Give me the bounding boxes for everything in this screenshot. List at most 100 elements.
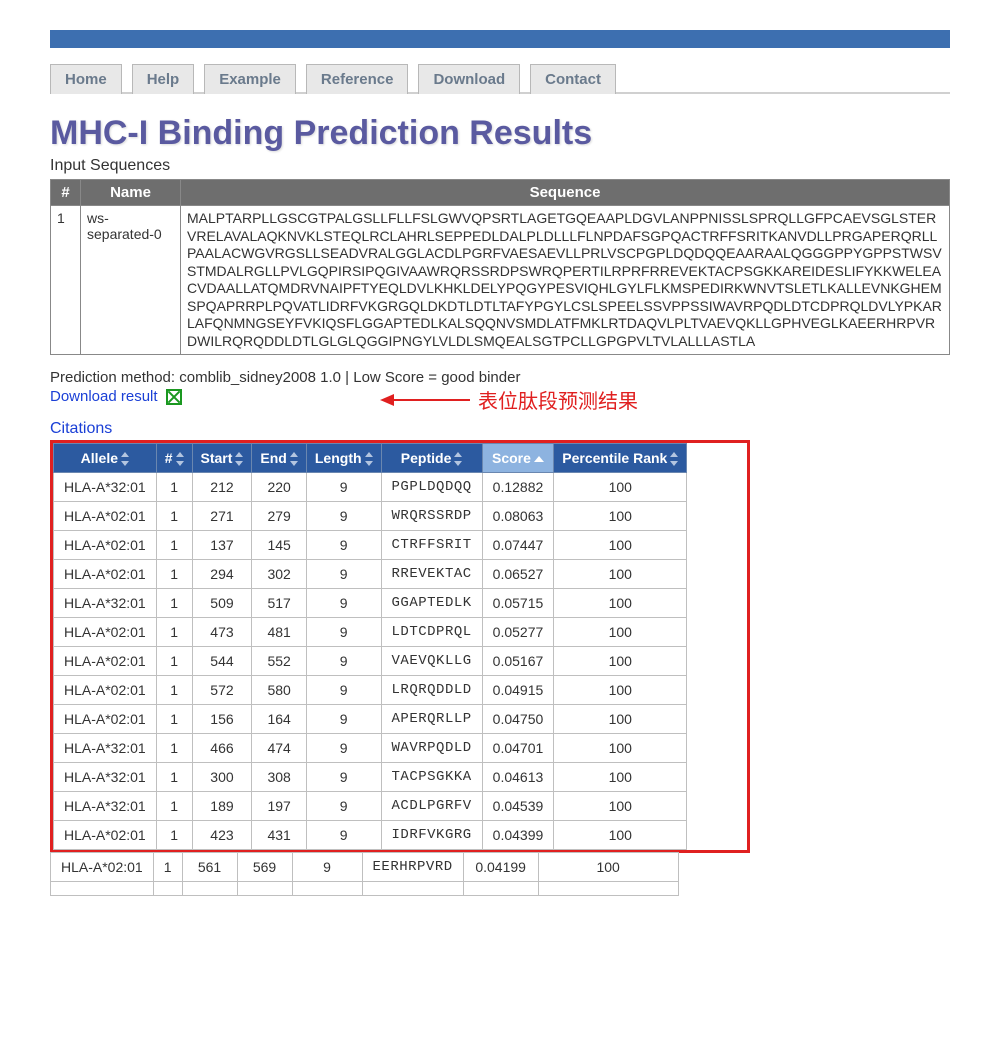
cell-end: 164 (252, 705, 306, 734)
cell-rank: 100 (554, 705, 687, 734)
input-sequences-table: # Name Sequence 1 ws-separated-0 MALPTAR… (50, 179, 950, 355)
sort-icon (290, 452, 298, 466)
citations-link[interactable]: Citations (50, 420, 950, 438)
cell-end: 517 (252, 589, 306, 618)
table-row: HLA-A*32:0114664749WAVRPQDLD0.04701100 (54, 734, 687, 763)
sort-icon (121, 452, 129, 466)
cell-rank: 100 (554, 502, 687, 531)
cell-start: 271 (192, 502, 252, 531)
cell-idx: 1 (156, 705, 192, 734)
cell-rank: 100 (554, 647, 687, 676)
cell-allele: HLA-A*32:01 (54, 763, 157, 792)
cell-score: 0.04750 (482, 705, 554, 734)
cell-peptide: WRQRSSRDP (381, 502, 482, 531)
cell-allele: HLA-A*02:01 (54, 676, 157, 705)
cell-rank: 100 (554, 589, 687, 618)
cell-length: 9 (306, 734, 381, 763)
cell-end: 481 (252, 618, 306, 647)
cell-idx: 1 (156, 734, 192, 763)
page-title: MHC-I Binding Prediction Results (50, 114, 950, 153)
table-row-empty (51, 882, 679, 896)
cell-idx: 1 (156, 502, 192, 531)
cell-idx: 1 (156, 647, 192, 676)
cell-start: 137 (192, 531, 252, 560)
cell-length: 9 (306, 792, 381, 821)
cell-allele: HLA-A*02:01 (54, 705, 157, 734)
cell-peptide: WAVRPQDLD (381, 734, 482, 763)
table-row: HLA-A*02:0114234319IDRFVKGRG0.04399100 (54, 821, 687, 850)
col-header-allele[interactable]: Allele (54, 444, 157, 473)
col-header-idx[interactable]: # (156, 444, 192, 473)
col-header-rank[interactable]: Percentile Rank (554, 444, 687, 473)
cell-length: 9 (306, 502, 381, 531)
table-row: HLA-A*02:0112712799WRQRSSRDP0.08063100 (54, 502, 687, 531)
table-row: HLA-A*02:0111371459CTRFFSRIT0.07447100 (54, 531, 687, 560)
cell-allele: HLA-A*02:01 (54, 502, 157, 531)
cell-peptide: TACPSGKKA (381, 763, 482, 792)
cell-idx: 1 (156, 763, 192, 792)
cell-rank: 100 (554, 763, 687, 792)
input-row: 1 ws-separated-0 MALPTARPLLGSCGTPALGSLLF… (51, 206, 950, 355)
cell-rank: 100 (554, 531, 687, 560)
cell-rank: 100 (554, 473, 687, 502)
nav-tabs: Home Help Example Reference Download Con… (50, 62, 950, 94)
sort-icon (454, 452, 462, 466)
col-header-score[interactable]: Score (482, 444, 554, 473)
cell-start: 473 (192, 618, 252, 647)
cell-rank: 100 (554, 560, 687, 589)
cell-length: 9 (292, 853, 362, 882)
prediction-method-line: Prediction method: comblib_sidney2008 1.… (50, 369, 950, 386)
table-row: HLA-A*32:0115095179GGAPTEDLK0.05715100 (54, 589, 687, 618)
cell-length: 9 (306, 821, 381, 850)
nav-tab-help[interactable]: Help (132, 64, 195, 94)
excel-icon[interactable] (166, 389, 182, 405)
cell-start: 212 (192, 473, 252, 502)
cell-idx: 1 (156, 792, 192, 821)
cell-allele: HLA-A*02:01 (54, 647, 157, 676)
annotation-text: 表位肽段预测结果 (478, 385, 638, 414)
input-idx: 1 (51, 206, 81, 355)
cell-allele: HLA-A*02:01 (51, 853, 154, 882)
cell-start: 544 (192, 647, 252, 676)
download-result-link[interactable]: Download result (50, 388, 158, 405)
header-bar (50, 30, 950, 48)
table-row: HLA-A*02:0112943029RREVEKTAC0.06527100 (54, 560, 687, 589)
cell-length: 9 (306, 676, 381, 705)
nav-tab-reference[interactable]: Reference (306, 64, 409, 94)
sort-icon (670, 452, 678, 466)
cell-allele: HLA-A*02:01 (54, 531, 157, 560)
nav-tab-contact[interactable]: Contact (530, 64, 616, 94)
col-header-start[interactable]: Start (192, 444, 252, 473)
col-header-length[interactable]: Length (306, 444, 381, 473)
cell-score: 0.04199 (463, 853, 538, 882)
nav-tab-download[interactable]: Download (418, 64, 520, 94)
sort-icon (176, 452, 184, 466)
nav-tab-home[interactable]: Home (50, 64, 122, 94)
cell-rank: 100 (538, 853, 678, 882)
results-table-overflow: HLA-A*02:01 1 561 569 9 EERHRPVRD 0.0419… (50, 852, 679, 896)
cell-peptide: LDTCDPRQL (381, 618, 482, 647)
cell-start: 156 (192, 705, 252, 734)
cell-peptide: EERHRPVRD (362, 853, 463, 882)
cell-end: 197 (252, 792, 306, 821)
cell-peptide: IDRFVKGRG (381, 821, 482, 850)
col-header-sequence: Sequence (181, 180, 950, 206)
cell-peptide: RREVEKTAC (381, 560, 482, 589)
table-row: HLA-A*02:01 1 561 569 9 EERHRPVRD 0.0419… (51, 853, 679, 882)
cell-start: 423 (192, 821, 252, 850)
cell-idx: 1 (156, 589, 192, 618)
table-row: HLA-A*32:0112122209PGPLDQDQQ0.12882100 (54, 473, 687, 502)
cell-rank: 100 (554, 792, 687, 821)
cell-idx: 1 (156, 676, 192, 705)
cell-length: 9 (306, 531, 381, 560)
col-header-peptide[interactable]: Peptide (381, 444, 482, 473)
input-sequences-label: Input Sequences (50, 157, 950, 175)
nav-tab-example[interactable]: Example (204, 64, 296, 94)
col-header-end[interactable]: End (252, 444, 306, 473)
cell-end: 569 (237, 853, 292, 882)
cell-allele: HLA-A*32:01 (54, 792, 157, 821)
cell-peptide: ACDLPGRFV (381, 792, 482, 821)
cell-rank: 100 (554, 734, 687, 763)
cell-allele: HLA-A*02:01 (54, 618, 157, 647)
cell-end: 220 (252, 473, 306, 502)
